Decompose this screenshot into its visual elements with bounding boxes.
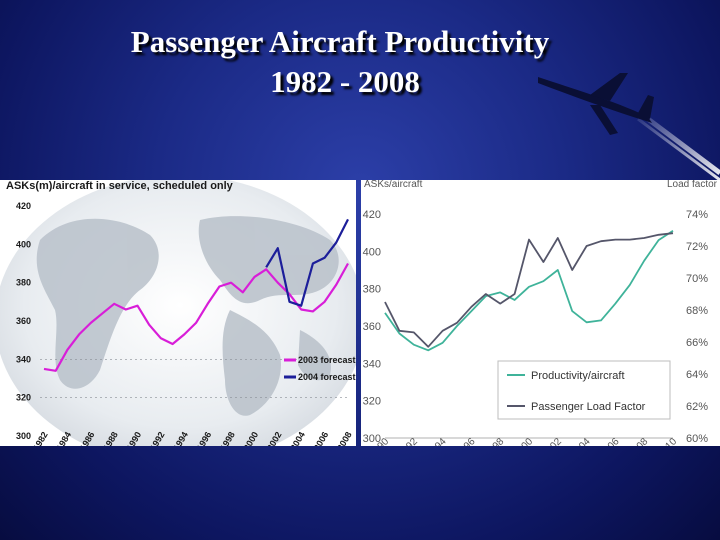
globe-backdrop — [0, 180, 356, 446]
left-y-tick-label: 380 — [16, 278, 31, 288]
right-x-tick-label: 1996 — [454, 436, 478, 446]
right-y-tick-label: 360 — [363, 321, 381, 333]
right-x-tick-label: 1992 — [396, 436, 420, 446]
right-chart-y2-title: Load factor — [667, 180, 718, 190]
right-series-line-productivity — [384, 230, 674, 352]
right-legend-box — [497, 360, 671, 420]
right-y-tick-label: 300 — [363, 433, 381, 445]
right-x-tick-label: 1994 — [425, 436, 449, 446]
right-y2-tick-label: 60% — [686, 433, 708, 445]
right-x-tick-label: 2010 — [656, 436, 680, 446]
left-y-tick-label: 420 — [16, 201, 31, 211]
right-legend: Productivity/aircraft Passenger Load Fac… — [497, 360, 671, 420]
left-y-tick-label: 360 — [16, 316, 31, 326]
legend-label-2003: 2003 forecast — [298, 355, 356, 365]
right-y2-tick-label: 66% — [686, 337, 708, 349]
right-x-tick-label: 2004 — [569, 436, 593, 446]
left-series-lines — [43, 218, 349, 372]
left-y-tick-label: 340 — [16, 354, 31, 364]
legend-label-loadfactor: Passenger Load Factor — [531, 401, 646, 413]
right-y2-tick-label: 72% — [686, 241, 708, 253]
right-y2-tick-label: 64% — [686, 369, 708, 381]
right-x-tick-label: 1998 — [483, 436, 507, 446]
slide-title-line1: Passenger Aircraft Productivity — [130, 24, 550, 59]
right-y2-axis-ticks: 74% 72% 70% 68% 66% 64% 62% 60% — [686, 209, 708, 445]
globe-landmass — [36, 216, 339, 416]
right-x-axis-ticks: 1990 1992 1994 1996 1998 2000 2002 2004 2006 2008… — [368, 436, 680, 446]
left-chart-panel: ASKs(m)/aircraft in service, scheduled o… — [0, 180, 356, 446]
right-y-tick-label: 420 — [363, 209, 381, 221]
slide-title: Passenger Aircraft Productivity 1982 - 2… — [0, 22, 680, 102]
right-y-axis-ticks: 420 400 380 360 340 320 300 — [363, 209, 673, 445]
left-y-tick-label: 300 — [16, 431, 31, 441]
legend-label-2004: 2004 forecast — [298, 372, 356, 382]
right-chart: ASKs/aircraft Load factor 420 400 380 360 34… — [361, 180, 720, 446]
right-x-tick-label: 2006 — [598, 436, 622, 446]
left-chart: ASKs(m)/aircraft in service, scheduled o… — [0, 180, 356, 446]
right-chart-panel: ASKs/aircraft Load factor 420 400 380 360 34… — [361, 180, 720, 446]
right-series-line-loadfactor — [384, 232, 674, 348]
left-series-line-2004-forecast — [265, 218, 349, 307]
right-y2-tick-label: 70% — [686, 273, 708, 285]
left-chart-title: ASKs(m)/aircraft in service, scheduled o… — [6, 180, 234, 192]
left-legend: 2003 forecast 2004 forecast — [284, 355, 356, 382]
right-chart-title: ASKs/aircraft — [364, 180, 423, 190]
right-y-tick-label: 400 — [363, 246, 381, 258]
right-y-tick-label: 380 — [363, 284, 381, 296]
airplane-icon — [538, 73, 720, 180]
right-x-tick-label: 1990 — [368, 436, 392, 446]
right-x-tick-label: 2002 — [540, 436, 564, 446]
left-y-axis-ticks: 420 400 380 360 340 320 300 — [16, 201, 348, 441]
legend-label-productivity: Productivity/aircraft — [531, 370, 625, 382]
left-y-tick-label: 400 — [16, 239, 31, 249]
right-y2-tick-label: 74% — [686, 209, 708, 221]
right-series-lines — [384, 230, 674, 352]
right-y-tick-label: 320 — [363, 396, 381, 408]
right-y2-tick-label: 62% — [686, 401, 708, 413]
slide-title-line2: 1982 - 2008 — [270, 64, 420, 99]
left-y-tick-label: 320 — [16, 393, 31, 403]
right-x-tick-label: 2000 — [512, 436, 536, 446]
right-x-tick-label: 2008 — [627, 436, 651, 446]
right-y-tick-label: 340 — [363, 358, 381, 370]
right-y2-tick-label: 68% — [686, 305, 708, 317]
